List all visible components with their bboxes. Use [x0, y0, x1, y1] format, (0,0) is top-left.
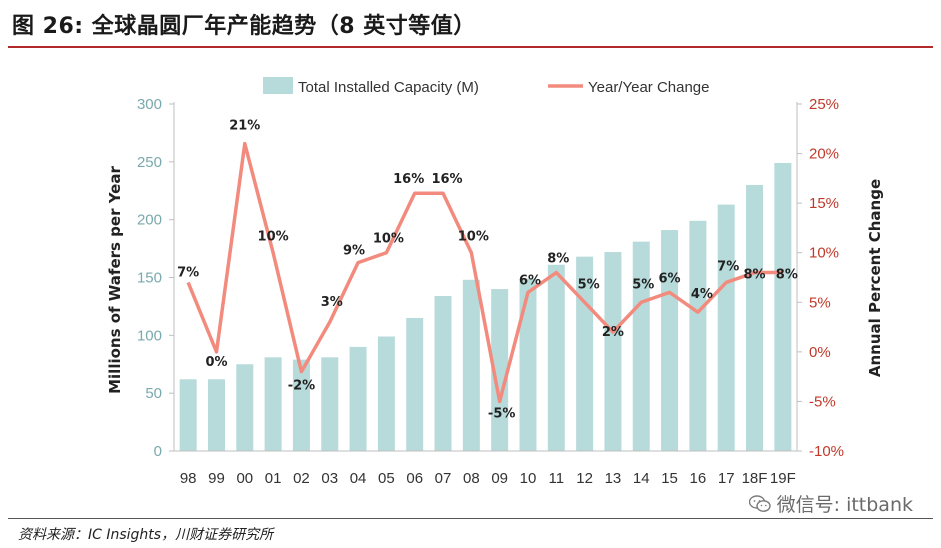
bar-08: [462, 279, 480, 451]
y-tick-label-right: 5%: [809, 294, 831, 311]
y-tick-label-right: -10%: [809, 443, 844, 460]
bar-98: [179, 379, 197, 451]
bar-02: [292, 359, 310, 451]
x-tick-label: 06: [406, 470, 423, 487]
y-axis-label-left: Millions of Wafers per Year: [106, 166, 124, 394]
data-label-13: 2%: [602, 325, 624, 340]
yoy-change-line: [186, 141, 783, 404]
data-label-11: 8%: [547, 252, 569, 267]
data-labels-group: 7% 0% 21% 10% -2% 3% 9% 10% 16% 16% 10% -5% 6% 8% 5% 2%…: [177, 119, 798, 422]
figure-title: 图 26: 全球晶圆厂年产能趋势（8 英寸等值）: [12, 14, 476, 39]
bar-18F: [746, 184, 764, 451]
data-label-98: 7%: [177, 265, 199, 280]
bar-14: [632, 241, 650, 451]
x-tick-label: 04: [350, 470, 367, 487]
data-label-17: 7%: [717, 259, 739, 274]
y-tick-label-left: 50: [145, 385, 162, 402]
bar-13: [604, 252, 622, 451]
y-tick-label-right: 10%: [809, 245, 839, 262]
data-label-16: 4%: [691, 287, 713, 302]
x-tick-label: 18F: [742, 470, 768, 487]
y-tick-label-right: 15%: [809, 195, 839, 212]
data-label-14: 5%: [632, 277, 654, 292]
y-tick-label-right: 0%: [809, 344, 831, 361]
data-label-05: 10%: [373, 232, 404, 247]
bar-10: [519, 278, 537, 451]
data-label-06: 16%: [393, 172, 424, 187]
bottom-rule: [8, 518, 933, 519]
x-tick-label: 07: [435, 470, 452, 487]
axes-group: 050100150200250300-10%-5%0%5%10%15%20%25…: [137, 96, 844, 487]
y-tick-label-left: 300: [137, 96, 162, 113]
bar-07: [434, 296, 452, 451]
y-tick-label-right: 25%: [809, 96, 839, 113]
bar-15: [661, 230, 679, 451]
data-label-03: 3%: [321, 295, 343, 310]
bar-00: [236, 364, 254, 451]
legend-label-line: Year/Year Change: [588, 79, 710, 96]
x-tick-label: 16: [690, 470, 707, 487]
bar-09: [491, 289, 509, 451]
x-tick-label: 98: [180, 470, 197, 487]
x-tick-label: 11: [549, 470, 565, 487]
x-tick-label: 19F: [770, 470, 796, 487]
y-tick-label-right: 20%: [809, 146, 839, 163]
wechat-icon: [748, 494, 771, 512]
y-tick-label-left: 200: [137, 212, 162, 229]
x-tick-label: 05: [378, 470, 395, 487]
x-tick-label: 10: [520, 470, 537, 487]
x-tick-label: 03: [321, 470, 338, 487]
y-tick-label-left: 250: [137, 154, 162, 171]
data-label-10: 6%: [519, 273, 541, 288]
bar-04: [349, 346, 367, 451]
bar-99: [207, 379, 225, 451]
bar-16: [689, 220, 707, 451]
data-label-15: 6%: [659, 271, 681, 286]
y-axis-label-right: Annual Percent Change: [866, 179, 884, 377]
title-rule: [8, 46, 933, 48]
data-label-01: 10%: [258, 230, 289, 245]
y-tick-label-right: -5%: [809, 393, 836, 410]
x-tick-label: 99: [208, 470, 225, 487]
x-tick-label: 17: [718, 470, 735, 487]
data-label-18F: 8%: [743, 268, 765, 283]
x-tick-label: 12: [576, 470, 593, 487]
x-tick-label: 13: [605, 470, 622, 487]
legend: Total Installed Capacity (M) Year/Year Ch…: [263, 77, 710, 96]
x-tick-label: 00: [236, 470, 253, 487]
data-label-09: -5%: [488, 406, 515, 421]
bar-17: [717, 204, 735, 451]
y-tick-label-left: 0: [154, 443, 162, 460]
bar-03: [321, 357, 339, 451]
data-label-08: 10%: [458, 230, 489, 245]
x-tick-label: 14: [633, 470, 650, 487]
bar-19F: [774, 162, 792, 452]
line-group: [186, 141, 783, 404]
bar-01: [264, 357, 282, 451]
data-label-99: 0%: [205, 355, 227, 370]
legend-label-bar: Total Installed Capacity (M): [298, 79, 479, 96]
data-label-19F: 8%: [776, 268, 798, 283]
bar-06: [406, 317, 424, 451]
watermark: 微信号: ittbank: [748, 490, 913, 517]
source-note: 资料来源：IC Insights，川财证券研究所: [18, 527, 274, 543]
y-tick-label-left: 150: [137, 270, 162, 287]
legend-swatch-bar: [263, 77, 293, 94]
x-tick-label: 02: [293, 470, 310, 487]
x-tick-label: 15: [661, 470, 678, 487]
y-tick-label-left: 100: [137, 327, 162, 344]
bars-group: [179, 162, 792, 452]
x-tick-label: 01: [265, 470, 282, 487]
watermark-text: 微信号: ittbank: [776, 494, 913, 516]
bar-11: [547, 264, 565, 451]
x-tick-label: 08: [463, 470, 480, 487]
bar-05: [377, 336, 395, 451]
data-label-12: 5%: [578, 277, 600, 292]
data-label-02: -2%: [288, 379, 315, 394]
data-label-04: 9%: [343, 244, 365, 259]
data-label-00: 21%: [229, 119, 260, 134]
data-label-07: 16%: [431, 172, 462, 187]
x-tick-label: 09: [491, 470, 508, 487]
